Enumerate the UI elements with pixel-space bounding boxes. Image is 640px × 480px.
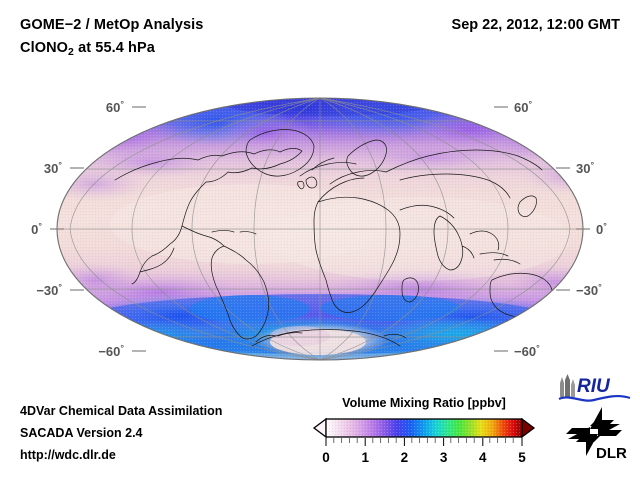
latitude-labels-left: 60° 30° 0° −30° −60° (31, 99, 124, 359)
lat-label-30s-left: −30 (36, 283, 58, 298)
svg-text:−60°: −60° (98, 343, 124, 359)
degree-symbol: ° (528, 99, 532, 109)
colorbar-panel: Volume Mixing Ratio [ppbv] (308, 396, 540, 476)
svg-text:0°: 0° (596, 221, 607, 237)
colorbar-major-ticks (325, 438, 523, 446)
svg-text:−30°: −30° (576, 282, 602, 298)
svg-text:60°: 60° (514, 99, 532, 115)
graticule (57, 98, 583, 360)
cb-tick-3: 3 (440, 450, 448, 465)
species-level: at 55.4 hPa (73, 40, 155, 56)
lat-label-60s-left: −60 (98, 344, 120, 359)
dlr-star-icon (566, 407, 622, 456)
lat-label-30n-left: 30 (44, 161, 58, 176)
degree-symbol: ° (58, 160, 62, 170)
cb-tick-2: 2 (401, 450, 409, 465)
riu-logo-graphic: RIU (558, 374, 631, 402)
svg-text:30°: 30° (576, 160, 594, 176)
degree-symbol: ° (598, 282, 602, 292)
colorbar: 0 1 2 3 4 5 (312, 417, 536, 465)
lat-label-30s-right: −30 (576, 283, 598, 298)
instrument-title: GOME−2 / MetOp Analysis (20, 17, 204, 33)
degree-symbol: ° (58, 282, 62, 292)
mollweide-map: 60° 30° 0° −30° −60° 60° 30° 0° −30° −60… (31, 97, 607, 361)
cb-tick-1: 1 (361, 450, 369, 465)
degree-symbol: ° (120, 343, 124, 353)
lat-label-60n-right: 60 (514, 100, 528, 115)
header-title-block: GOME−2 / MetOp Analysis ClONO2 at 55.4 h… (20, 14, 203, 64)
svg-text:60°: 60° (106, 99, 124, 115)
degree-symbol: ° (590, 160, 594, 170)
lat-label-60s-right: −60 (514, 344, 536, 359)
latitude-labels-right: 60° 30° 0° −30° −60° (514, 99, 607, 359)
species-name: ClONO (20, 40, 69, 56)
cb-tick-5: 5 (518, 450, 526, 465)
header-datetime: Sep 22, 2012, 12:00 GMT (451, 17, 620, 33)
data-field (57, 98, 583, 360)
latitude-ticks (50, 106, 590, 352)
coastlines (114, 129, 575, 347)
cb-tick-0: 0 (322, 450, 330, 465)
footer-line-version: SACADA Version 2.4 (20, 426, 143, 440)
colorbar-minor-ticks (333, 438, 514, 443)
svg-text:−60°: −60° (514, 343, 540, 359)
footer-line-method: 4DVar Chemical Data Assimilation (20, 404, 223, 418)
riu-logo: RIU (556, 373, 632, 408)
colorbar-title: Volume Mixing Ratio [ppbv] (342, 396, 506, 410)
degree-symbol: ° (603, 221, 607, 231)
svg-text:−30°: −30° (36, 282, 62, 298)
dlr-logo: DLR (566, 406, 632, 469)
lat-label-0-left: 0 (31, 222, 38, 237)
riu-tower-icon (560, 374, 575, 397)
riu-wordmark: RIU (577, 376, 611, 397)
colorbar-frame (325, 418, 523, 438)
lat-label-30n-right: 30 (576, 161, 590, 176)
riu-wave-icon (558, 394, 631, 402)
degree-symbol: ° (536, 343, 540, 353)
svg-text:0°: 0° (31, 221, 42, 237)
svg-text:30°: 30° (44, 160, 62, 176)
colorbar-texture (326, 419, 522, 437)
cb-tick-4: 4 (479, 450, 487, 465)
colorbar-tick-labels: 0 1 2 3 4 5 (322, 450, 526, 465)
colorbar-extend-high (521, 417, 536, 439)
lat-label-0-right: 0 (596, 222, 603, 237)
species-subscript: 2 (68, 46, 74, 58)
dlr-logo-graphic: DLR (566, 407, 627, 462)
map-panel: 60° 30° 0° −30° −60° 60° 30° 0° −30° −60… (0, 84, 640, 374)
degree-symbol: ° (38, 221, 42, 231)
footer-line-url[interactable]: http://wdc.dlr.de (20, 448, 116, 462)
colorbar-extend-low (312, 417, 327, 439)
degree-symbol: ° (120, 99, 124, 109)
lat-label-60n-left: 60 (106, 100, 120, 115)
dlr-wordmark: DLR (596, 445, 627, 462)
footer-text-block: 4DVar Chemical Data Assimilation SACADA … (20, 400, 222, 466)
species-title: ClONO2 at 55.4 hPa (20, 37, 203, 64)
